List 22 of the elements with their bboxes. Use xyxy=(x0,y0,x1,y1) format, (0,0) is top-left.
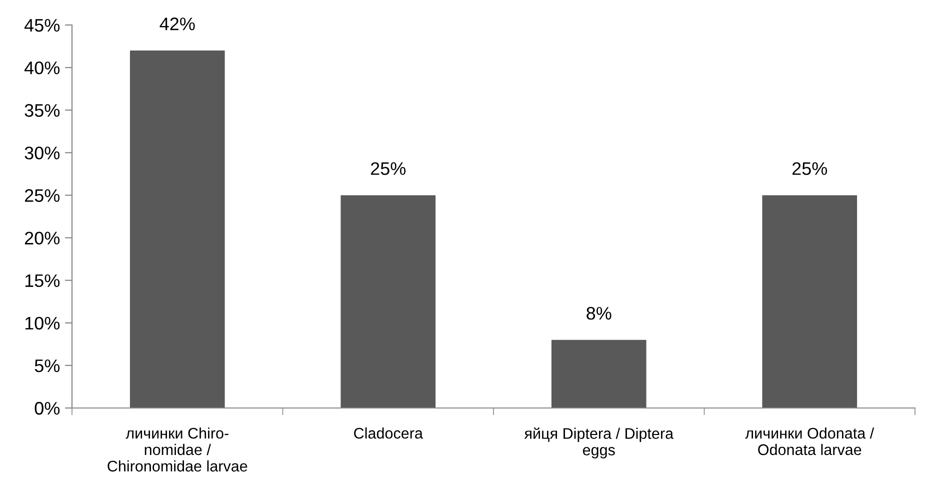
x-tick-label: личинки Chiro- nomidae / Chironomidae larvae xyxy=(108,427,248,472)
data-label: 8% xyxy=(586,306,612,320)
y-tick-label: 35% xyxy=(24,104,60,117)
y-tick-label: 40% xyxy=(24,61,60,74)
bar xyxy=(130,50,225,408)
bar xyxy=(551,340,646,408)
y-tick-label: 15% xyxy=(25,274,60,288)
bar xyxy=(762,195,858,408)
y-tick-label: 5% xyxy=(34,359,60,372)
x-tick-label: личинки Odonata / Odonata larvae xyxy=(745,427,874,456)
y-tick-label: 0% xyxy=(34,402,60,415)
x-tick-label: Cladocera xyxy=(354,427,423,439)
bar xyxy=(340,195,436,408)
data-label: 25% xyxy=(370,162,406,175)
y-tick-label: 25% xyxy=(24,189,60,202)
y-tick-label: 30% xyxy=(24,146,60,160)
x-tick-label: яйця Diptera / Diptera eggs xyxy=(524,427,674,458)
data-label: 42% xyxy=(160,18,195,30)
y-tick-label: 45% xyxy=(24,19,60,32)
data-label: 25% xyxy=(792,162,828,175)
y-tick-label: 20% xyxy=(24,232,60,244)
y-tick-label: 10% xyxy=(25,316,60,330)
